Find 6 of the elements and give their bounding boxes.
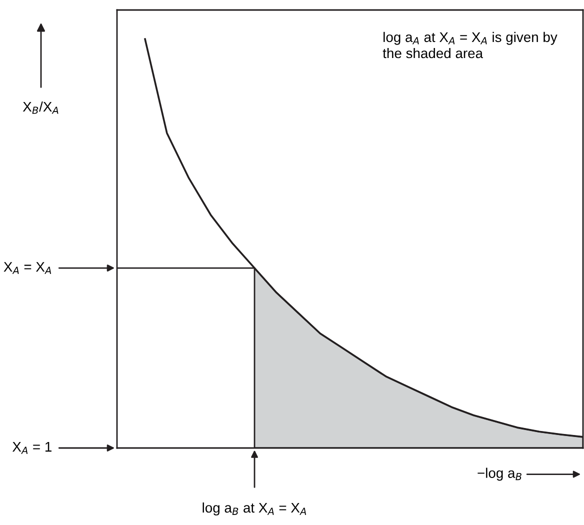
x-axis-title: −log a$_{B}$ <box>478 468 522 481</box>
annotation: log a$_{A}$ at X$_{A}$ = X$_{A}$ is given by the shaded area <box>382 32 558 58</box>
text: log a$_{B}$ at X$_{A}$ = X$_{A}$ <box>202 502 306 516</box>
ref-line-label: X$_{A}$ = X$_{A}$ <box>4 262 52 274</box>
y-axis-title: X$_{B}$/X$_{A}$ <box>22 101 58 114</box>
text: X$_{A}$ = 1 <box>12 442 52 454</box>
